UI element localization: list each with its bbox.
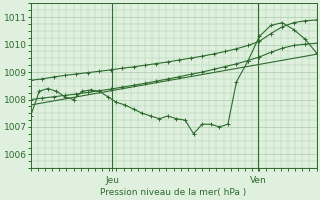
X-axis label: Pression niveau de la mer( hPa ): Pression niveau de la mer( hPa ) xyxy=(100,188,247,197)
